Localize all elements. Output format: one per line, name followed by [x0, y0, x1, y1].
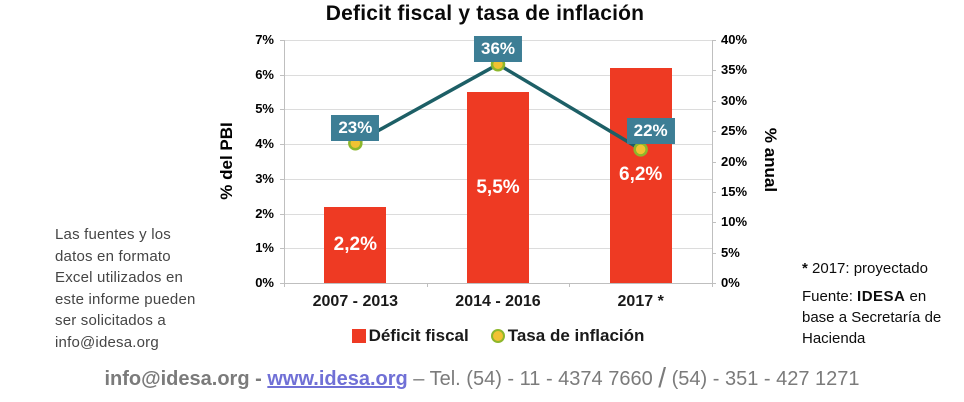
left-axis-tick: [280, 40, 284, 41]
right-axis-tick: [712, 252, 716, 254]
right-axis-tick-label: 15%: [721, 183, 748, 199]
right-axis-title: % anual: [761, 127, 780, 193]
left-axis-tick-label: 0%: [255, 275, 274, 290]
left-axis-tick: [280, 283, 284, 284]
bottom-axis-tick: [712, 283, 713, 287]
left-axis-tick: [280, 144, 284, 146]
left-axis-tick-label: 7%: [255, 32, 274, 47]
source-brand: IDESA: [857, 288, 906, 305]
right-axis-tick: [712, 100, 716, 102]
source-suffix: en base a Secretaría de Hacienda: [802, 288, 942, 347]
left-axis-tick-label: 5%: [255, 101, 274, 117]
chart-title: Deficit fiscal y tasa de inflación: [325, 2, 645, 25]
right-axis-tick: [712, 222, 716, 224]
note-line: este informe pueden: [55, 290, 196, 308]
footer-email: info@idesa.org: [104, 368, 250, 390]
bottom-axis-tick: [284, 283, 285, 287]
legend-deficit: Déficit fiscal: [351, 326, 469, 346]
left-axis-tick-label: 3%: [255, 170, 274, 186]
right-axis-tick: [712, 40, 716, 41]
left-axis-tick-label: 4%: [255, 136, 274, 152]
footer-dash: –: [407, 368, 430, 390]
right-axis-tick-label: 10%: [721, 214, 748, 230]
footer-phone-1: Tel. (54) - 11 - 4374 7660: [429, 368, 659, 390]
right-axis-tick-label: 30%: [721, 92, 748, 108]
left-axis-tick: [280, 74, 284, 76]
left-axis-tick: [280, 109, 284, 111]
website-link[interactable]: www.idesa.org: [267, 368, 408, 390]
left-axis-tick: [280, 248, 284, 250]
right-axis-tick-label: 5%: [721, 244, 740, 260]
right-axis-tick: [712, 161, 716, 163]
inflation-value-label: 36%: [473, 36, 523, 63]
asterisk: *: [802, 260, 808, 277]
legend-deficit-label: Déficit fiscal: [368, 326, 469, 345]
contact-footer: info@idesa.org - www.idesa.org – Tel. (5…: [0, 362, 964, 394]
inflation-value-label: 22%: [626, 118, 675, 145]
left-axis-tick-label: 6%: [255, 66, 274, 82]
bar-value-label: 6,2%: [619, 164, 663, 186]
inflation-value-label: 23%: [331, 115, 380, 142]
projected-text: 2017: proyectado: [807, 260, 928, 277]
footer-slash: /: [658, 362, 667, 393]
bottom-axis-line: [284, 283, 713, 284]
right-axis-tick: [712, 131, 716, 133]
chart-legend: Déficit fiscal Tasa de inflación: [284, 326, 712, 346]
x-axis-label: 2014 - 2016: [455, 293, 541, 310]
right-axis-tick-label: 0%: [721, 275, 740, 290]
legend-inflation-label: Tasa de inflación: [507, 326, 645, 345]
footer-separator: -: [249, 368, 268, 390]
left-axis-title: % del PBI: [217, 122, 236, 200]
data-request-note: Las fuentes y los datos en formato Excel…: [55, 224, 225, 353]
note-line: Las fuentes y los: [55, 226, 171, 243]
right-axis-tick-label: 40%: [721, 32, 748, 47]
left-axis-tick: [280, 178, 284, 180]
legend-inflation: Tasa de inflación: [490, 326, 645, 346]
legend-deficit-swatch: [351, 329, 366, 343]
deficit-bar: [324, 206, 387, 283]
right-axis-tick-label: 25%: [721, 123, 748, 139]
bar-value-label: 5,5%: [476, 176, 520, 198]
bottom-axis-tick: [426, 283, 428, 287]
source-note: Fuente: IDESA en base a Secretaría de Ha…: [802, 286, 952, 349]
note-line: ser solicitados a: [55, 312, 166, 329]
note-email: info@idesa.org: [55, 333, 159, 351]
x-axis-label: 2017 *: [617, 293, 664, 310]
bottom-axis-tick: [569, 283, 571, 287]
right-axis-line: [712, 40, 713, 283]
left-axis-tick: [280, 213, 284, 215]
source-prefix: Fuente:: [802, 288, 858, 305]
note-line: Excel utilizados en: [55, 269, 184, 286]
right-axis-tick: [712, 283, 716, 284]
legend-inflation-swatch: [490, 329, 505, 343]
right-axis-tick: [712, 191, 716, 193]
footer-phone-2: (54) - 351 - 427 1271: [666, 368, 860, 390]
right-axis-tick-label: 20%: [721, 153, 748, 169]
right-axis-tick-label: 35%: [721, 62, 748, 78]
projected-note: * 2017: proyectado: [802, 258, 952, 279]
bar-value-label: 2,2%: [333, 233, 377, 255]
left-axis-tick-label: 2%: [255, 205, 274, 221]
x-axis-label: 2007 - 2013: [312, 293, 399, 310]
note-line: datos en formato: [55, 247, 171, 265]
right-axis-tick: [712, 70, 716, 72]
left-axis-line: [284, 40, 285, 283]
left-axis-tick-label: 1%: [255, 240, 274, 256]
